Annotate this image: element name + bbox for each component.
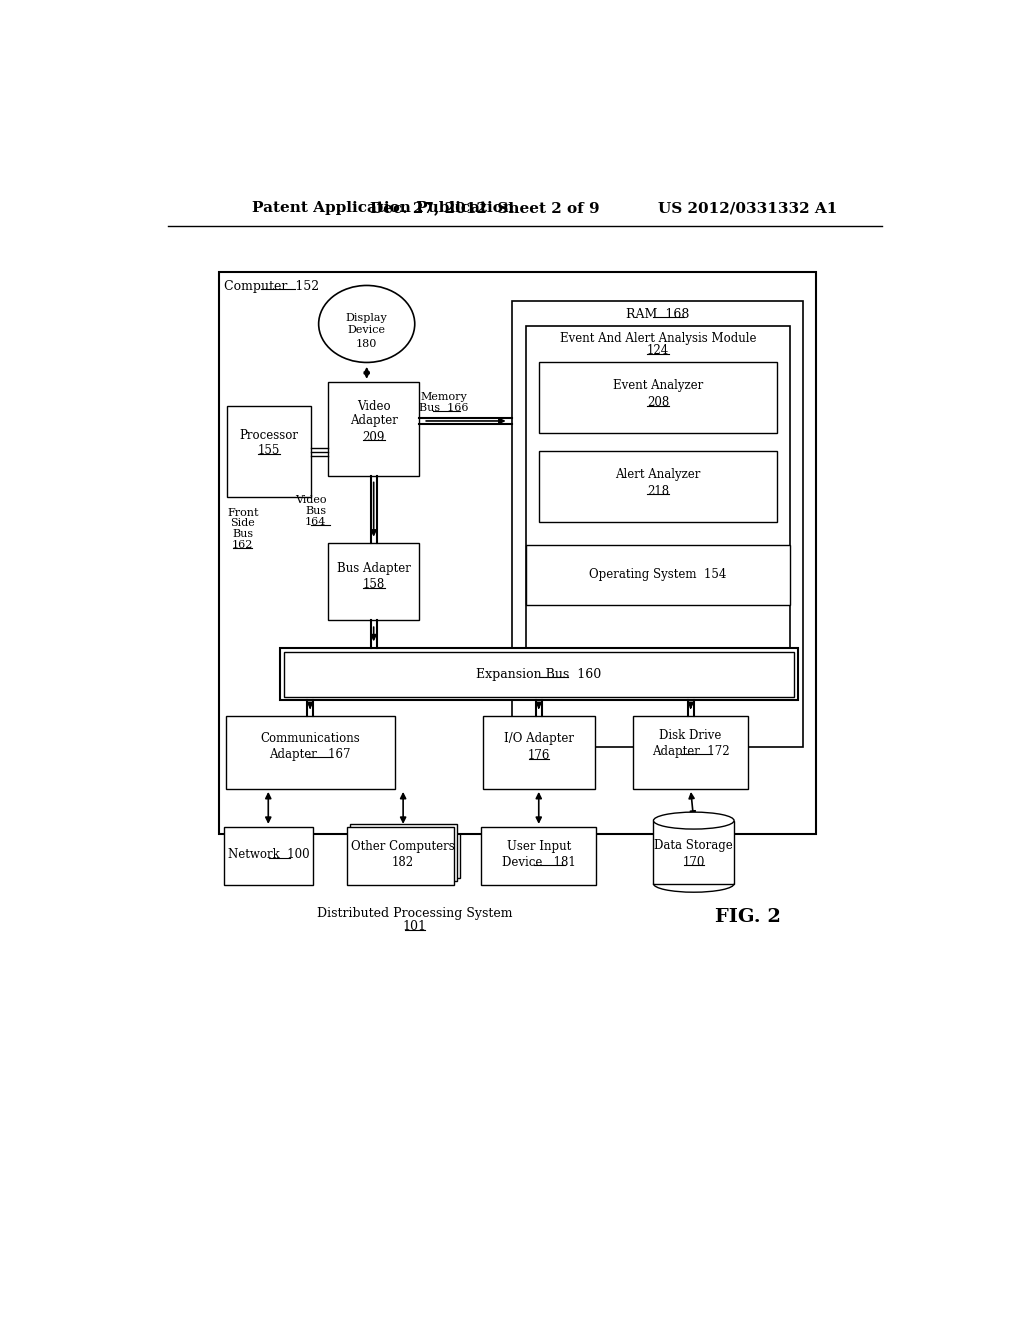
Bar [483, 715, 595, 789]
Text: Processor: Processor [240, 429, 299, 442]
Text: Device: Device [348, 325, 386, 335]
Bar [633, 715, 748, 789]
Text: Adapter  172: Adapter 172 [652, 744, 729, 758]
Text: 170: 170 [683, 855, 705, 869]
Text: 124: 124 [647, 345, 670, 358]
Text: 101: 101 [402, 920, 427, 933]
Text: Bus  166: Bus 166 [420, 403, 469, 413]
Text: Bus: Bus [305, 506, 327, 516]
Text: Adapter   167: Adapter 167 [269, 748, 351, 760]
Text: Bus: Bus [232, 529, 253, 539]
Text: 176: 176 [527, 750, 550, 763]
Text: RAM  168: RAM 168 [626, 308, 689, 321]
Bar [219, 272, 816, 834]
Text: Other Computers: Other Computers [351, 841, 455, 853]
Text: Adapter: Adapter [350, 413, 397, 426]
Bar [346, 826, 454, 884]
Text: Dec. 27, 2012  Sheet 2 of 9: Dec. 27, 2012 Sheet 2 of 9 [370, 202, 599, 215]
Text: Communications: Communications [260, 733, 360, 746]
Text: Side: Side [230, 519, 255, 528]
Text: Operating System  154: Operating System 154 [590, 568, 727, 581]
Bar [526, 326, 790, 649]
Text: User Input: User Input [507, 841, 570, 853]
Bar [512, 301, 803, 747]
Text: Display: Display [346, 313, 387, 323]
Bar [349, 824, 457, 882]
Bar [227, 407, 311, 498]
Text: Distributed Processing System: Distributed Processing System [317, 907, 512, 920]
Text: Patent Application Publication: Patent Application Publication [252, 202, 514, 215]
Text: I/O Adapter: I/O Adapter [504, 733, 573, 746]
Text: Video: Video [295, 495, 327, 506]
Text: Alert Analyzer: Alert Analyzer [615, 467, 700, 480]
Text: Expansion Bus  160: Expansion Bus 160 [476, 668, 601, 681]
Ellipse shape [318, 285, 415, 363]
Text: 162: 162 [232, 540, 253, 550]
Text: Network  100: Network 100 [228, 847, 309, 861]
Text: Event Analyzer: Event Analyzer [613, 379, 703, 392]
Text: Video: Video [356, 400, 390, 413]
Ellipse shape [653, 812, 734, 829]
Text: FIG. 2: FIG. 2 [715, 908, 781, 925]
Text: Device   181: Device 181 [502, 855, 575, 869]
Text: 208: 208 [647, 396, 670, 409]
Text: US 2012/0331332 A1: US 2012/0331332 A1 [658, 202, 838, 215]
Text: 209: 209 [362, 430, 385, 444]
Bar [328, 381, 420, 475]
Text: 155: 155 [258, 445, 281, 458]
Text: Bus Adapter: Bus Adapter [337, 561, 411, 574]
Text: Front: Front [227, 508, 258, 517]
Text: 218: 218 [647, 484, 669, 498]
Text: 164: 164 [305, 517, 327, 527]
Bar [280, 648, 798, 701]
Text: Data Storage: Data Storage [654, 838, 733, 851]
Text: 180: 180 [356, 339, 378, 348]
Bar [225, 715, 394, 789]
Text: Disk Drive: Disk Drive [659, 730, 722, 742]
Text: 158: 158 [362, 578, 385, 591]
Bar [539, 363, 777, 433]
Bar [539, 451, 777, 521]
Bar [224, 826, 313, 884]
Bar [526, 545, 790, 605]
Text: 182: 182 [392, 855, 414, 869]
Text: Memory: Memory [421, 392, 468, 403]
Bar [284, 652, 794, 697]
Bar [481, 826, 596, 884]
Bar [352, 821, 460, 878]
Bar [653, 821, 734, 884]
Bar [328, 544, 420, 620]
Text: Event And Alert Analysis Module: Event And Alert Analysis Module [560, 333, 757, 345]
Text: Computer  152: Computer 152 [224, 280, 319, 293]
